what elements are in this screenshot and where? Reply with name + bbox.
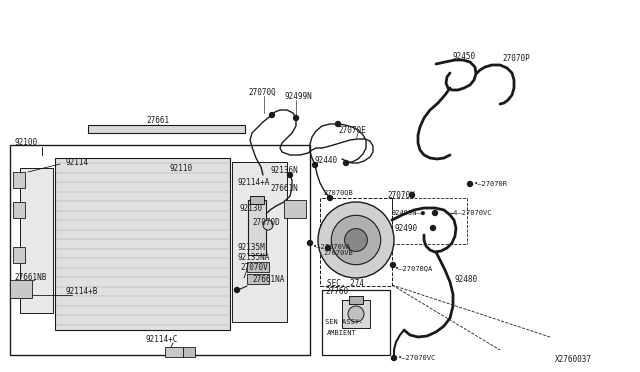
- Circle shape: [433, 211, 438, 215]
- Bar: [13, 282, 25, 298]
- Text: 27070E: 27070E: [338, 125, 365, 135]
- Text: 92100: 92100: [14, 138, 37, 147]
- Circle shape: [294, 115, 298, 121]
- Text: 27070Q: 27070Q: [248, 87, 276, 96]
- Bar: [88, 125, 245, 133]
- Circle shape: [344, 160, 349, 166]
- Text: 27661NA: 27661NA: [252, 276, 284, 285]
- Text: 27661: 27661: [146, 115, 169, 125]
- Text: 92499N—●: 92499N—●: [392, 210, 426, 216]
- Text: 27070D: 27070D: [252, 218, 280, 227]
- Circle shape: [410, 192, 415, 198]
- Bar: [284, 200, 306, 218]
- Text: 92110: 92110: [170, 164, 193, 173]
- Circle shape: [431, 225, 435, 231]
- Bar: [20, 168, 53, 313]
- Circle shape: [326, 246, 330, 250]
- Circle shape: [234, 288, 239, 292]
- Circle shape: [269, 112, 275, 118]
- Text: 92114: 92114: [65, 157, 88, 167]
- Text: •–27070VC: •–27070VC: [398, 355, 436, 361]
- Text: 27070P: 27070P: [502, 54, 530, 62]
- Circle shape: [335, 122, 340, 126]
- Circle shape: [318, 202, 394, 278]
- Text: 92135M: 92135M: [237, 244, 265, 253]
- Bar: [165, 347, 183, 357]
- Circle shape: [344, 229, 367, 251]
- Bar: [248, 200, 266, 255]
- Text: SEC. 274: SEC. 274: [327, 279, 364, 288]
- Circle shape: [307, 241, 312, 246]
- Text: •–27070VA: •–27070VA: [313, 244, 351, 250]
- Bar: [13, 247, 25, 263]
- Text: 27760: 27760: [325, 288, 348, 296]
- Text: 92130: 92130: [240, 203, 263, 212]
- Bar: [183, 347, 195, 357]
- Bar: [10, 280, 32, 298]
- Text: •–27070R: •–27070R: [474, 181, 508, 187]
- Text: 27070V: 27070V: [240, 263, 268, 273]
- Text: •–27070QA: •–27070QA: [395, 265, 433, 271]
- Text: 92135NA: 92135NA: [237, 253, 269, 263]
- Text: ←4–27070VC: ←4–27070VC: [450, 210, 493, 216]
- Text: 92450: 92450: [453, 51, 476, 61]
- Text: 27661NB: 27661NB: [14, 273, 46, 282]
- Text: X2760037: X2760037: [555, 356, 592, 365]
- Text: 92114+A: 92114+A: [237, 177, 269, 186]
- Text: SEN ASSY-: SEN ASSY-: [325, 319, 364, 325]
- Circle shape: [263, 220, 273, 230]
- Bar: [232, 162, 287, 322]
- Bar: [13, 172, 25, 188]
- Bar: [342, 300, 370, 328]
- Bar: [250, 196, 264, 204]
- Text: 27070VB: 27070VB: [323, 250, 353, 256]
- Circle shape: [467, 182, 472, 186]
- Bar: [13, 202, 25, 218]
- Circle shape: [287, 173, 292, 177]
- Text: 92114+C: 92114+C: [145, 336, 177, 344]
- Text: 27070QB: 27070QB: [323, 189, 353, 195]
- Text: 92114+B: 92114+B: [65, 288, 97, 296]
- Bar: [247, 262, 269, 272]
- Circle shape: [328, 196, 333, 201]
- Bar: [322, 290, 390, 355]
- Circle shape: [392, 356, 397, 360]
- Circle shape: [348, 306, 364, 322]
- Text: 92490: 92490: [395, 224, 418, 232]
- Text: 27070H: 27070H: [387, 190, 415, 199]
- Bar: [55, 158, 230, 330]
- Text: AMBIENT: AMBIENT: [327, 330, 356, 336]
- Text: 92480: 92480: [455, 276, 478, 285]
- Bar: [247, 274, 269, 284]
- Text: 92440: 92440: [315, 155, 338, 164]
- Text: 92136N: 92136N: [271, 166, 299, 174]
- Bar: [320, 198, 392, 286]
- Bar: [10, 145, 310, 355]
- Bar: [349, 296, 363, 304]
- Circle shape: [390, 263, 396, 267]
- Circle shape: [332, 215, 381, 265]
- Circle shape: [312, 163, 317, 167]
- Text: 92499N: 92499N: [285, 92, 313, 100]
- Text: 27661N: 27661N: [270, 183, 298, 192]
